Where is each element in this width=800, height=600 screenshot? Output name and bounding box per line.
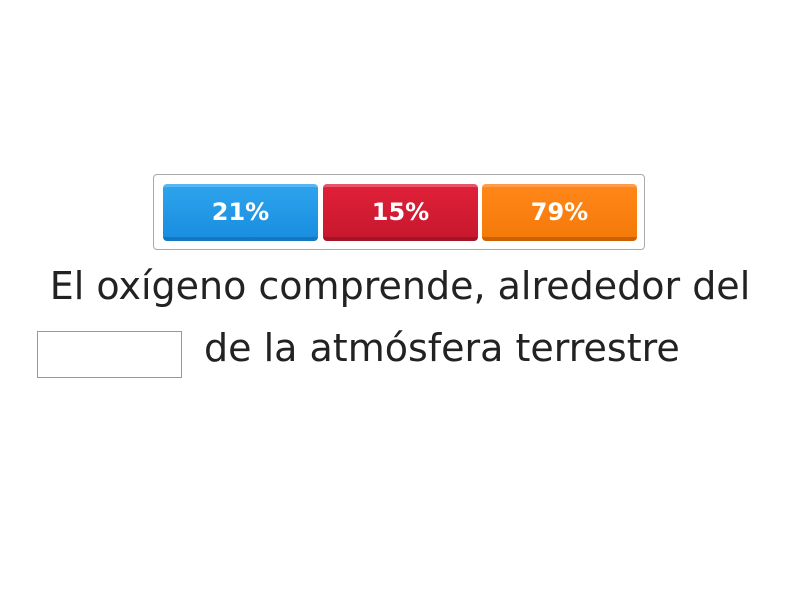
sentence-line-2: de la atmósfera terrestre — [204, 326, 680, 370]
option-21-button[interactable]: 21% — [163, 184, 318, 241]
answer-blank-dropzone[interactable] — [37, 331, 182, 378]
sentence-line-1: El oxígeno comprende, alrededor del — [49, 264, 751, 308]
option-15-button[interactable]: 15% — [323, 184, 478, 241]
answer-options-tray — [153, 174, 645, 250]
option-79-button[interactable]: 79% — [482, 184, 637, 241]
